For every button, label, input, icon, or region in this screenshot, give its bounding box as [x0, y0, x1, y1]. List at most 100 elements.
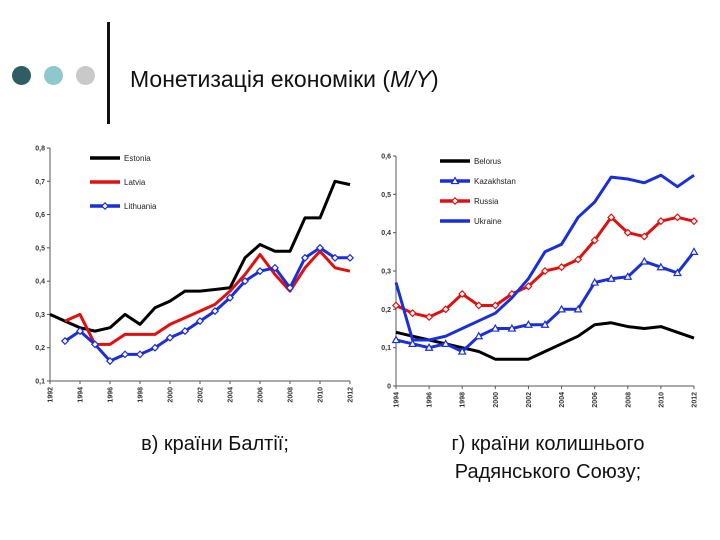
marker-kazakhstan [391, 335, 401, 344]
y-tick-label: 0,2 [35, 345, 45, 352]
legend-label-latvia: Latvia [124, 178, 146, 187]
x-tick-label: 1992 [48, 387, 55, 403]
marker-russia [640, 232, 649, 241]
marker-kazakhstan [689, 247, 699, 255]
y-tick-label: 0 [387, 384, 391, 391]
marker-kazakhstan [673, 268, 682, 277]
caption-fsu: г) країни колишнього Радянського Союзу; [408, 430, 688, 486]
x-tick-label: 2010 [658, 392, 665, 408]
marker-russia [391, 301, 401, 310]
marker-lithuania [75, 327, 85, 336]
marker-lithuania [60, 337, 70, 346]
marker-kazakhstan [490, 323, 500, 332]
marker-kazakhstan [606, 274, 616, 282]
marker-kazakhstan [474, 331, 484, 340]
marker-russia [574, 255, 583, 264]
x-tick-label: 2004 [228, 387, 235, 403]
marker-russia [590, 236, 599, 245]
marker-kazakhstan [524, 320, 533, 328]
marker-kazakhstan [441, 339, 451, 347]
x-tick-label: 2000 [493, 392, 500, 408]
marker-kazakhstan [424, 343, 434, 351]
marker-lithuania [90, 340, 100, 349]
y-tick-label: 0,4 [381, 230, 391, 237]
x-tick-label: 2000 [168, 387, 175, 403]
dot-light-teal [44, 66, 63, 85]
y-tick-label: 0,1 [381, 345, 391, 352]
marker-lithuania [120, 350, 130, 359]
dot-dark [12, 66, 31, 85]
marker-russia [458, 289, 467, 299]
x-tick-label: 2012 [348, 387, 355, 403]
marker-lithuania [255, 267, 265, 276]
marker-kazakhstan [623, 272, 633, 280]
baltic-chart: 0,1 0,2 0,3 0,4 0,5 0,6 0,7 0,8 1992 1994 1996 1998… [35, 146, 355, 403]
caption-baltic: в) країни Балтії; [141, 433, 289, 455]
title-divider [107, 22, 110, 124]
marker-kazakhstan [557, 304, 566, 313]
marker-russia [524, 282, 533, 291]
marker-lithuania [285, 283, 295, 292]
x-tick-label: 1996 [108, 387, 115, 403]
marker-kazakhstan [656, 262, 666, 271]
slide-title: Монетизація економіки (M/Y) [130, 66, 439, 93]
marker-russia [408, 309, 417, 318]
legend-label-belorus: Belorus [474, 157, 501, 166]
legend-marker-russia [450, 196, 460, 206]
marker-russia [673, 213, 682, 222]
marker-lithuania [165, 333, 175, 342]
y-tick-label: 0,2 [381, 307, 391, 314]
legend-label-ukraine: Ukraine [474, 217, 502, 226]
legend-label-lithuania: Lithuania [124, 202, 157, 211]
marker-lithuania [150, 343, 160, 352]
title-math: M/Y [390, 66, 431, 92]
marker-lithuania [270, 263, 280, 272]
decorative-dots [12, 66, 102, 86]
marker-russia [623, 228, 632, 237]
y-tick-label: 0,3 [35, 312, 45, 319]
marker-lithuania [300, 253, 310, 262]
y-tick-label: 0,1 [35, 379, 45, 386]
x-tick-label: 2006 [592, 392, 599, 408]
caption-fsu-line1: г) країни колишнього [451, 433, 645, 455]
y-tick-label: 0,3 [381, 269, 391, 276]
marker-kazakhstan [408, 339, 417, 347]
y-tick-label: 0,7 [35, 179, 45, 186]
marker-kazakhstan [590, 277, 600, 286]
title-prefix: Монетизація економіки ( [130, 66, 391, 92]
marker-lithuania [105, 356, 115, 366]
x-tick-label: 2008 [288, 387, 295, 403]
x-tick-label: 1994 [78, 387, 85, 403]
marker-lithuania [315, 243, 325, 252]
x-tick-label: 2008 [625, 392, 632, 408]
marker-russia [540, 266, 550, 276]
y-tick-label: 0,8 [35, 146, 45, 153]
y-tick-label: 0,6 [35, 212, 45, 219]
x-tick-label: 1994 [394, 392, 401, 408]
dot-grey [76, 66, 95, 85]
series-line-estonia [49, 179, 351, 333]
y-tick-label: 0,6 [381, 154, 391, 161]
marker-lithuania [345, 253, 355, 262]
marker-lithuania [240, 277, 250, 286]
series-line-belorus [395, 321, 695, 361]
marker-lithuania [225, 293, 235, 302]
x-tick-label: 2004 [559, 392, 566, 408]
marker-lithuania [210, 307, 220, 316]
fsu-chart: 0 0,1 0,2 0,3 0,4 0,5 0,6 1994 1996 1998 2000 2002 2… [381, 154, 699, 408]
y-tick-label: 0,5 [381, 192, 391, 199]
marker-russia [607, 213, 616, 222]
marker-lithuania [135, 350, 145, 359]
legend-label-estonia: Estonia [124, 154, 151, 163]
marker-russia [441, 305, 450, 314]
marker-kazakhstan [540, 320, 550, 328]
marker-russia [474, 301, 483, 310]
legend-label-russia: Russia [474, 197, 499, 206]
marker-russia [656, 217, 665, 226]
y-tick-label: 0,5 [35, 245, 45, 252]
x-tick-label: 2006 [258, 387, 265, 403]
marker-kazakhstan [507, 323, 517, 332]
marker-lithuania [195, 317, 205, 326]
x-tick-label: 2010 [318, 387, 325, 403]
series-line-latvia [64, 249, 351, 346]
